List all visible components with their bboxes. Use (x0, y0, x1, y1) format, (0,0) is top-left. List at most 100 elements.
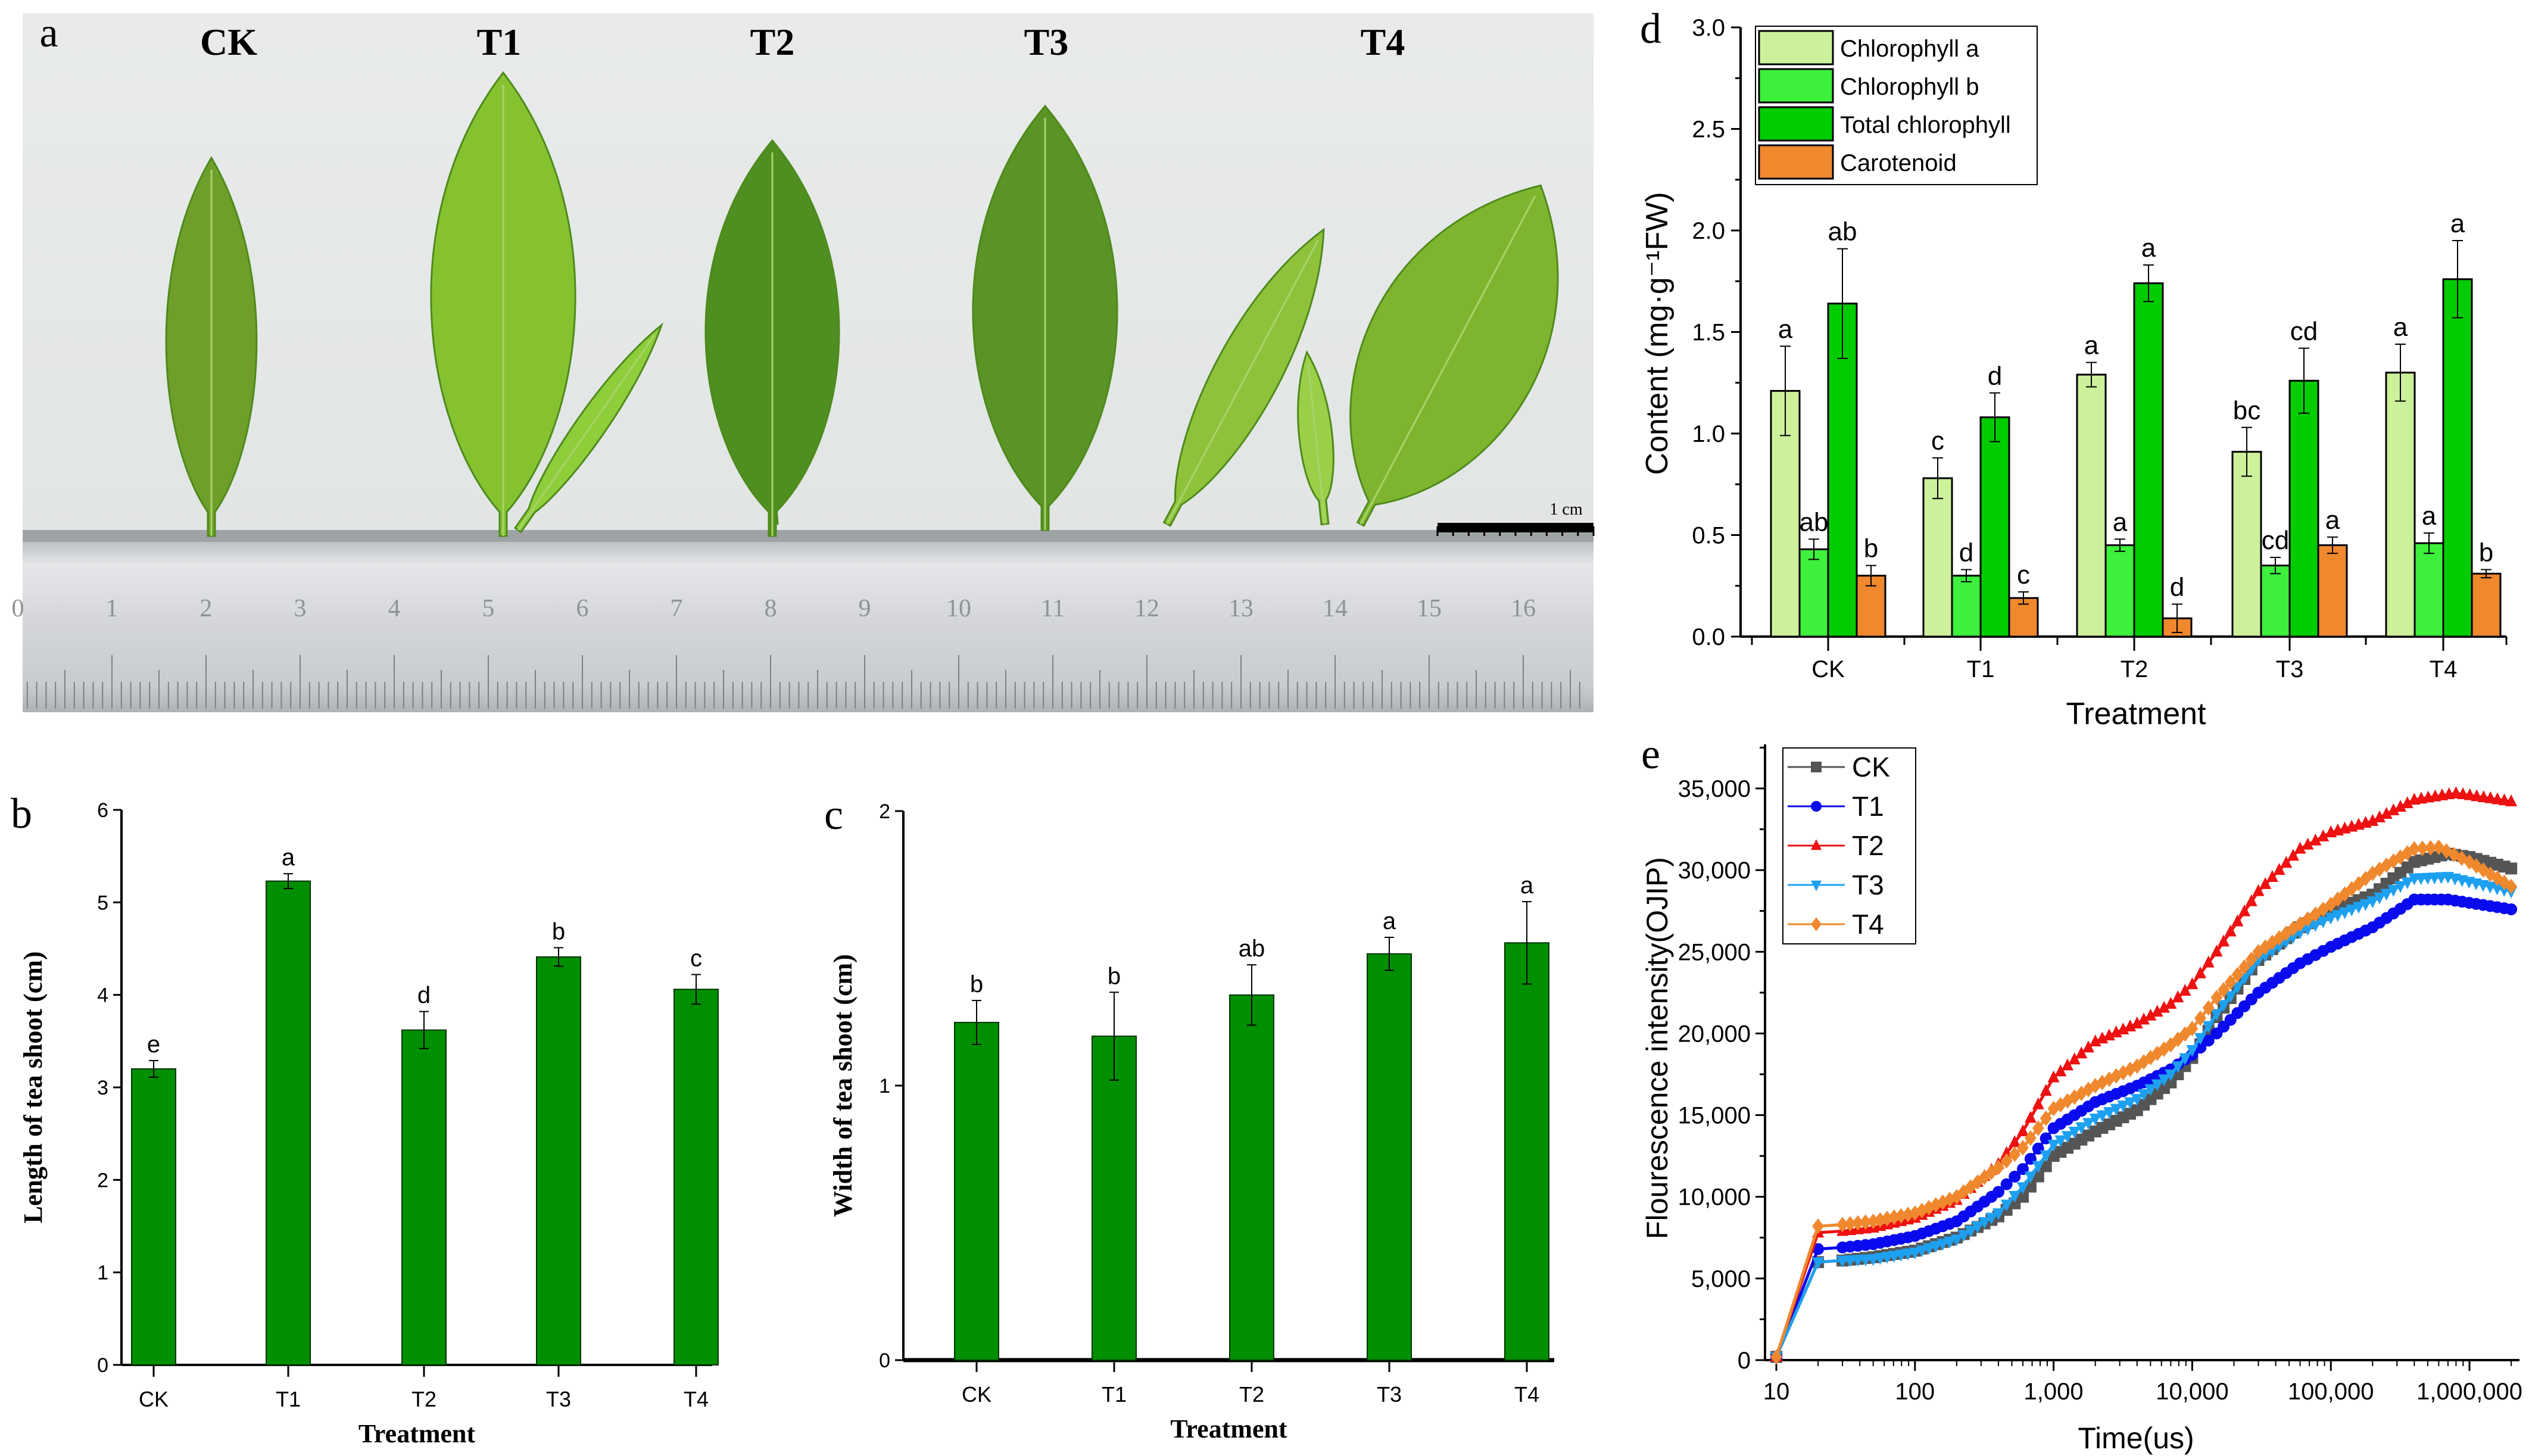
marker-triangle-up (2401, 796, 2413, 809)
marker-triangle-down (2103, 1107, 2116, 1120)
marker-triangle-down (2172, 1061, 2184, 1074)
marker-triangle-down (2024, 1171, 2037, 1184)
marker-triangle-down (2054, 1135, 2067, 1148)
marker-triangle-down (1985, 1212, 1998, 1225)
ruler-number: 12 (1134, 595, 1159, 622)
marker-triangle-down (2165, 1070, 2177, 1081)
marker-triangle-down (1909, 1247, 1921, 1259)
bar-t3-chlorophyll-a (2231, 451, 2262, 638)
marker-triangle-down (2016, 1182, 2029, 1195)
legend-label: T3 (1852, 869, 1884, 900)
legend-label: T4 (1852, 909, 1884, 940)
ruler-number: 0 (12, 595, 24, 622)
series-t2 (1770, 786, 2518, 1362)
marker-diamond (1836, 1217, 1849, 1233)
ruler-number: 2 (200, 595, 213, 622)
bar-t3 (536, 956, 581, 1365)
marker-triangle-up (2016, 1124, 2029, 1136)
bar-t1-total-chlorophyll (1979, 416, 2010, 638)
significance-letter: b (1108, 963, 1121, 989)
y-tick-label: 4 (97, 984, 108, 1007)
bar-t3-carotenoid (2317, 544, 2348, 638)
marker-triangle-down (1812, 1257, 1825, 1270)
marker-circle (2009, 1170, 2021, 1183)
marker-triangle-down (2346, 904, 2358, 916)
marker-circle (1811, 801, 1822, 812)
marker-triangle-up (2394, 800, 2406, 812)
x-tick-label: 1,000,000 (2416, 1379, 2522, 1405)
significance-letter: e (147, 1031, 160, 1058)
leaf-t3 (972, 104, 1118, 531)
bar-ck (954, 1021, 999, 1361)
marker-diamond (2016, 1140, 2029, 1156)
y-tick-label: 0 (97, 1354, 108, 1377)
y-tick-label: 0.5 (1692, 523, 1725, 549)
panel-label-b: b (11, 790, 32, 837)
ruler-number: 15 (1417, 595, 1442, 622)
bar-t2 (1229, 994, 1274, 1361)
y-tick-label: 3 (97, 1077, 108, 1099)
ruler-number: 10 (946, 595, 971, 622)
ruler-number: 8 (765, 595, 777, 622)
treatment-label: CK (200, 21, 257, 63)
significance-letter: bc (2233, 396, 2260, 425)
treatment-label: T1 (477, 21, 522, 63)
treatment-label: T3 (1024, 21, 1069, 63)
marker-triangle-up (2151, 1005, 2163, 1017)
ruler-number: 14 (1323, 595, 1348, 622)
marker-diamond (2231, 966, 2244, 983)
x-tick-label: T1 (1967, 656, 1995, 682)
x-tick-label: T4 (2430, 656, 2458, 682)
x-tick-label: T1 (1102, 1382, 1127, 1407)
marker-triangle-up (2259, 877, 2272, 889)
marker-triangle-down (2224, 991, 2237, 1003)
x-tick-label: CK (1811, 656, 1845, 682)
leaf-t1 (430, 71, 576, 537)
bar-t3 (1367, 953, 1412, 1361)
panel-c-width-chart: 0 1 2 b CK b T1 ab T2 a T3 a T4 Treatment Width of tea… (824, 791, 1554, 1443)
significance-letter: c (690, 945, 702, 971)
marker-triangle-down (2096, 1110, 2109, 1123)
x-tick-label: 10 (1763, 1379, 1790, 1405)
marker-triangle-down (2194, 1033, 2207, 1045)
marker-diamond (2024, 1130, 2037, 1146)
ruler-number: 9 (859, 595, 871, 622)
marker-triangle-down (2331, 910, 2344, 922)
bar-t4 (673, 989, 719, 1365)
marker-triangle-down (2075, 1122, 2088, 1134)
significance-letter: d (1988, 361, 2002, 391)
marker-diamond (1992, 1159, 2004, 1176)
y-tick-label: 20,000 (1678, 1021, 1751, 1047)
y-axis-label: Flourescence intensity(OJIP) (1641, 857, 1674, 1239)
significance-letter: a (2084, 331, 2099, 360)
marker-diamond (2218, 982, 2230, 998)
marker-triangle-up (2144, 1008, 2157, 1021)
marker-triangle-down (2373, 892, 2386, 905)
y-tick-label: 30,000 (1678, 858, 1751, 884)
marker-triangle-up (2032, 1097, 2044, 1109)
legend-swatch (1758, 106, 1834, 142)
significance-letter: b (552, 918, 565, 944)
marker-square (1811, 762, 1822, 772)
ruler-number: 16 (1511, 595, 1536, 622)
y-tick-label: 5,000 (1691, 1266, 1751, 1292)
marker-triangle-down (2151, 1079, 2163, 1092)
panel-e-ojip-chart: 0 5,000 10,000 15,000 20,000 25,000 30,000 35,0… (1641, 730, 2522, 1455)
marker-triangle-down (2210, 1009, 2223, 1021)
y-tick-label: 2.5 (1692, 117, 1725, 143)
series-t1 (1770, 893, 2518, 1363)
significance-letter: d (1959, 538, 1973, 567)
bar-t3-chlorophyll-b (2260, 565, 2291, 638)
significance-letter: a (2450, 209, 2465, 238)
leaf-t2 (704, 139, 840, 537)
significance-letter: a (2422, 501, 2437, 531)
marker-triangle-up (2131, 1016, 2143, 1028)
y-tick-label: 3.0 (1692, 15, 1725, 41)
marker-circle (1992, 1186, 2004, 1198)
marker-triangle-down (2082, 1118, 2094, 1130)
marker-triangle-down (2325, 912, 2337, 925)
x-tick-label: T1 (276, 1387, 301, 1411)
marker-triangle-down (2338, 907, 2351, 919)
marker-triangle-down (1811, 880, 1822, 891)
marker-triangle-down (1836, 1255, 1849, 1268)
